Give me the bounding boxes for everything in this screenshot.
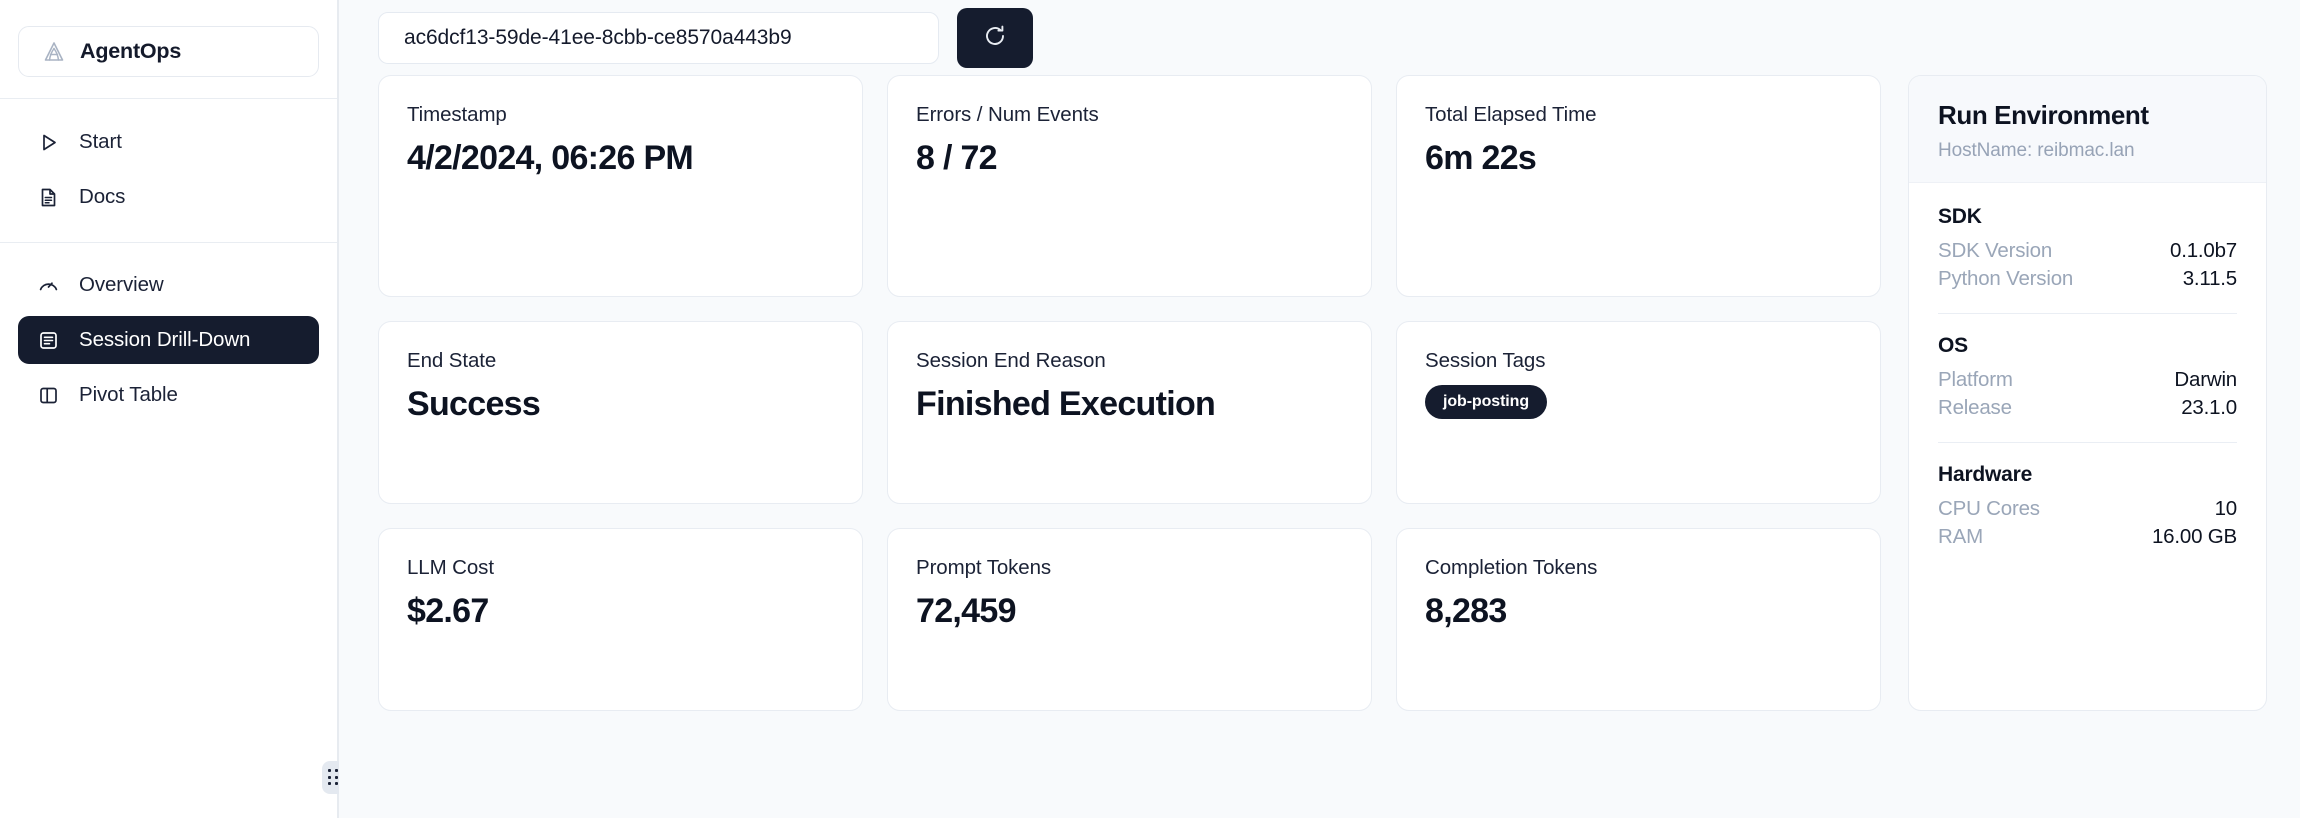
- metric-cards-grid: Timestamp 4/2/2024, 06:26 PM Errors / Nu…: [378, 75, 1881, 711]
- env-key: Release: [1938, 396, 2012, 419]
- sidebar-item-label: Session Drill-Down: [79, 328, 251, 351]
- card-label: Prompt Tokens: [916, 556, 1052, 579]
- card-value: $2.67: [407, 592, 489, 630]
- card-prompt-tokens: Prompt Tokens 72,459: [887, 528, 1372, 711]
- sidebar-item-docs[interactable]: Docs: [18, 173, 319, 221]
- card-completion-tokens: Completion Tokens 8,283: [1396, 528, 1881, 711]
- dashboard-content: Timestamp 4/2/2024, 06:26 PM Errors / Nu…: [339, 75, 2267, 711]
- drag-dot: [335, 769, 338, 772]
- env-section-sdk: SDK SDK Version 0.1.0b7 Python Version 3…: [1938, 205, 2237, 293]
- status-badge[interactable]: job-posting: [1425, 385, 1547, 419]
- card-end-state: End State Success: [378, 321, 863, 504]
- card-value: 72,459: [916, 592, 1016, 630]
- env-key: CPU Cores: [1938, 497, 2040, 520]
- sidebar-item-overview[interactable]: Overview: [18, 261, 319, 309]
- card-value: Success: [407, 385, 541, 423]
- card-llm-cost: LLM Cost $2.67: [378, 528, 863, 711]
- card-value: Finished Execution: [916, 385, 1216, 423]
- panel-title: Run Environment: [1938, 100, 2149, 130]
- sidebar-item-label: Pivot Table: [79, 383, 178, 406]
- list-box-icon: [37, 329, 60, 352]
- toolbar: [339, 0, 2267, 75]
- run-environment-panel: Run Environment HostName: reibmac.lan SD…: [1908, 75, 2267, 711]
- sidebar-nav-primary: Start Docs: [18, 99, 319, 221]
- env-row: Release 23.1.0: [1938, 394, 2237, 422]
- sidebar-item-label: Docs: [79, 185, 126, 208]
- drag-dot: [335, 775, 338, 779]
- sidebar-item-start[interactable]: Start: [18, 118, 319, 166]
- sidebar-divider-top: [0, 98, 337, 99]
- env-row: Platform Darwin: [1938, 366, 2237, 394]
- card-label: Total Elapsed Time: [1425, 103, 1597, 126]
- panel-columns-icon: [37, 384, 60, 407]
- agentops-logo-icon: [41, 39, 67, 65]
- env-row: RAM 16.00 GB: [1938, 523, 2237, 551]
- sidebar-nav-secondary: Overview Session Drill-Down: [18, 243, 319, 419]
- env-section-hardware: Hardware CPU Cores 10 RAM 16.00 GB: [1938, 442, 2237, 551]
- card-value: 8 / 72: [916, 139, 998, 177]
- card-value: 4/2/2024, 06:26 PM: [407, 139, 694, 177]
- card-errors-num-events: Errors / Num Events 8 / 72: [887, 75, 1372, 297]
- env-value: 0.1.0b7: [2170, 239, 2237, 262]
- run-environment-header: Run Environment HostName: reibmac.lan: [1909, 76, 2266, 183]
- card-session-end-reason: Session End Reason Finished Execution: [887, 321, 1372, 504]
- hostname-text: HostName: reibmac.lan: [1938, 140, 2135, 161]
- env-section-title: SDK: [1938, 205, 1982, 228]
- env-value: 10: [2214, 497, 2238, 520]
- env-value: 3.11.5: [2182, 267, 2237, 290]
- env-section-title: OS: [1938, 334, 1968, 357]
- card-value: 6m 22s: [1425, 139, 1537, 177]
- env-value: 23.1.0: [2181, 396, 2237, 419]
- env-row: Python Version 3.11.5: [1938, 265, 2237, 293]
- env-section-title: Hardware: [1938, 463, 2033, 486]
- brand-button[interactable]: AgentOps: [18, 26, 319, 77]
- run-environment-body: SDK SDK Version 0.1.0b7 Python Version 3…: [1909, 183, 2266, 551]
- env-key: Platform: [1938, 368, 2013, 391]
- drag-dot: [328, 769, 331, 772]
- session-tag-list: job-posting: [1425, 385, 1852, 419]
- card-label: Session Tags: [1425, 349, 1546, 372]
- sidebar-divider-mid: [0, 242, 337, 243]
- card-label: Completion Tokens: [1425, 556, 1598, 579]
- sidebar: AgentOps Start: [0, 0, 345, 818]
- sidebar-item-pivot-table[interactable]: Pivot Table: [18, 371, 319, 419]
- document-text-icon: [37, 186, 60, 209]
- gauge-icon: [37, 274, 60, 297]
- card-label: Session End Reason: [916, 349, 1106, 372]
- sidebar-item-label: Start: [79, 130, 122, 153]
- env-row: CPU Cores 10: [1938, 495, 2237, 523]
- drag-dot: [328, 782, 331, 786]
- sidebar-item-session-drill-down[interactable]: Session Drill-Down: [18, 316, 319, 364]
- env-value: Darwin: [2174, 368, 2237, 391]
- env-key: SDK Version: [1938, 239, 2053, 262]
- play-triangle-icon: [37, 131, 60, 154]
- env-key: Python Version: [1938, 267, 2074, 290]
- env-row: SDK Version 0.1.0b7: [1938, 237, 2237, 265]
- card-label: LLM Cost: [407, 556, 494, 579]
- env-key: RAM: [1938, 525, 1983, 548]
- card-value: 8,283: [1425, 592, 1507, 630]
- sidebar-item-label: Overview: [79, 273, 164, 296]
- drag-dot: [335, 782, 338, 786]
- env-value: 16.00 GB: [2151, 525, 2237, 548]
- card-timestamp: Timestamp 4/2/2024, 06:26 PM: [378, 75, 863, 297]
- card-total-elapsed-time: Total Elapsed Time 6m 22s: [1396, 75, 1881, 297]
- main-content: Timestamp 4/2/2024, 06:26 PM Errors / Nu…: [339, 0, 2300, 818]
- env-section-os: OS Platform Darwin Release 23.1.0: [1938, 313, 2237, 422]
- refresh-icon: [981, 22, 1009, 53]
- card-session-tags: Session Tags job-posting: [1396, 321, 1881, 504]
- session-id-input[interactable]: [378, 11, 939, 64]
- card-label: Errors / Num Events: [916, 103, 1099, 126]
- brand-name: AgentOps: [80, 39, 182, 63]
- card-label: End State: [407, 349, 497, 372]
- refresh-button[interactable]: [957, 7, 1033, 68]
- drag-dot: [328, 775, 331, 779]
- card-label: Timestamp: [407, 103, 507, 126]
